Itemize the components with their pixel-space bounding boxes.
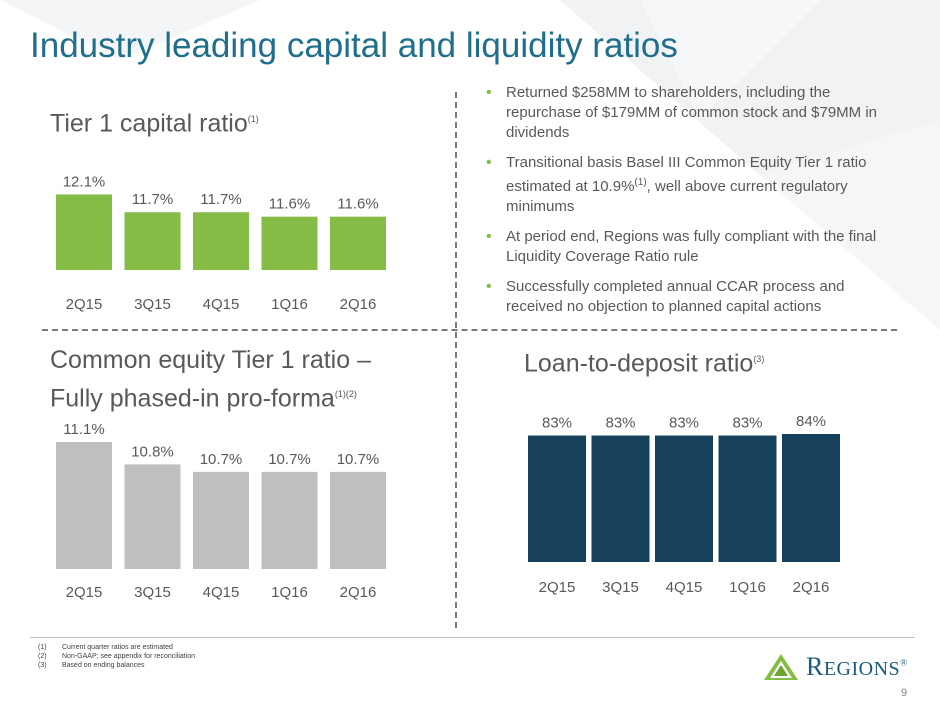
category-label: 2Q16 — [340, 296, 377, 313]
category-label: 1Q16 — [729, 579, 766, 596]
data-label: 83% — [669, 415, 699, 432]
data-label: 10.7% — [200, 451, 243, 468]
category-label: 4Q15 — [666, 579, 703, 596]
data-label: 10.8% — [131, 443, 174, 460]
slide-title: Industry leading capital and liquidity r… — [30, 26, 678, 65]
bullet-dot-icon: • — [486, 278, 492, 295]
bar — [330, 216, 386, 270]
cet1-chart: 11.1% 2Q15 10.8% 3Q15 10.7% 4Q15 10.7% 1Q16 10.7… — [56, 421, 386, 601]
category-label: 2Q16 — [340, 584, 377, 601]
footnotes: (1) Current quarter ratios are estimated … — [38, 643, 195, 670]
category-label: 3Q15 — [134, 584, 171, 601]
cet1-footnote-ref: (1)(2) — [334, 389, 357, 399]
bar — [591, 435, 650, 562]
bullet-dot-icon: • — [486, 228, 492, 245]
data-label: 11.1% — [63, 421, 104, 438]
bullet-dot-icon: • — [486, 84, 492, 101]
regions-triangle-icon — [764, 654, 798, 680]
bullet-item: • Transitional basis Basel III Common Equ… — [486, 154, 867, 215]
horizontal-divider — [42, 329, 897, 331]
vertical-divider — [455, 92, 457, 628]
bar — [124, 212, 181, 270]
category-label: 3Q15 — [134, 296, 171, 313]
bullet-list: • Returned $258MM to shareholders, includ… — [484, 83, 904, 327]
bar — [56, 442, 112, 569]
tier1-footnote-ref: (1) — [247, 114, 259, 124]
regions-logo: REGIONS® — [762, 652, 908, 682]
bullet-item: • At period end, Regions was fully compli… — [486, 228, 877, 265]
bullet-dot-icon: • — [486, 154, 492, 171]
footnote: (1) Current quarter ratios are estimated — [38, 644, 173, 651]
ltd-chart: 83% 2Q15 83% 3Q15 83% 4Q15 83% 1Q16 84% 2Q16 — [528, 413, 840, 596]
data-label: 11.7% — [200, 191, 241, 208]
ltd-title: Loan-to-deposit ratio(3) — [524, 349, 765, 378]
category-label: 2Q15 — [66, 584, 103, 601]
category-label: 3Q15 — [602, 579, 639, 596]
data-label: 11.6% — [337, 196, 378, 213]
data-label: 84% — [796, 413, 826, 430]
footnote: (3) Based on ending balances — [38, 662, 145, 669]
data-label: 12.1% — [63, 173, 106, 190]
bar — [193, 212, 249, 270]
tier1-chart: 12.1% 2Q15 11.7% 3Q15 11.7% 4Q15 11.6% 1Q16 11.6… — [56, 173, 386, 313]
bar — [782, 434, 840, 562]
ltd-footnote-ref: (3) — [753, 354, 765, 364]
bar — [193, 471, 249, 569]
footer-rule — [30, 637, 915, 638]
bar — [261, 471, 318, 569]
cet1-title-line1: Common equity Tier 1 ratio – — [50, 346, 371, 374]
bar — [655, 435, 713, 562]
bar — [124, 464, 181, 569]
data-label: 83% — [732, 415, 762, 432]
category-label: 1Q16 — [271, 584, 308, 601]
category-label: 1Q16 — [271, 296, 308, 313]
bar — [261, 216, 318, 270]
data-label: 11.6% — [269, 196, 310, 213]
data-label: 10.7% — [268, 451, 311, 468]
data-label: 83% — [605, 415, 635, 432]
category-label: 4Q15 — [203, 584, 240, 601]
cet1-title-line2: Fully phased-in pro-forma(1)(2) — [50, 384, 357, 413]
tier1-title: Tier 1 capital ratio(1) — [50, 109, 259, 138]
regions-wordmark: REGIONS® — [806, 652, 908, 681]
bar — [528, 435, 586, 562]
category-label: 2Q15 — [66, 296, 103, 313]
page-number: 9 — [901, 687, 908, 699]
category-label: 4Q15 — [203, 296, 240, 313]
bar — [718, 435, 777, 562]
footnote: (2) Non-GAAP; see appendix for reconcilia… — [38, 653, 196, 660]
category-label: 2Q16 — [793, 579, 830, 596]
data-label: 11.7% — [132, 191, 173, 208]
bullet-item: • Returned $258MM to shareholders, includ… — [486, 84, 878, 141]
data-label: 83% — [542, 415, 572, 432]
bullet-item: • Successfully completed annual CCAR proc… — [486, 278, 845, 315]
data-label: 10.7% — [337, 451, 380, 468]
category-label: 2Q15 — [539, 579, 576, 596]
bar — [330, 471, 386, 569]
bar — [56, 194, 112, 270]
